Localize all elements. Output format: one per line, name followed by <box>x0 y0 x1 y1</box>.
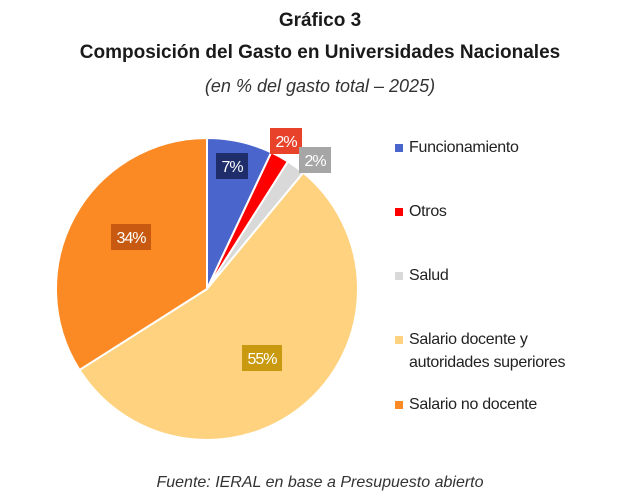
legend-label: Otros <box>409 203 447 220</box>
legend-swatch <box>395 144 403 152</box>
data-label-0: 7% <box>216 153 248 179</box>
legend-swatch <box>395 272 403 280</box>
pie-slice-3 <box>78 171 359 441</box>
chart-note: (en % del gasto total – 2025) <box>204 76 436 96</box>
pie-slice-4 <box>55 136 208 372</box>
svg-text:7%: 7% <box>221 159 243 176</box>
data-label-2: 2% <box>299 147 331 173</box>
legend-label: Salario docente y autoridades superiores <box>409 331 566 371</box>
legend-swatch <box>395 336 403 344</box>
legend-label: Funcionamiento <box>409 139 519 156</box>
data-label-3: 55% <box>242 345 282 371</box>
chart-source: Fuente: IERAL en base a Presupuesto abie… <box>156 474 484 491</box>
svg-text:34%: 34% <box>116 230 146 247</box>
chart-subtitle: Composición del Gasto en Universidades N… <box>79 42 561 63</box>
svg-text:55%: 55% <box>247 351 277 368</box>
legend-label: Salud <box>409 267 449 284</box>
data-label-1: 2% <box>270 128 302 154</box>
chart-title: Gráfico 3 <box>278 10 362 31</box>
legend-label: Salario no docente <box>409 396 538 413</box>
svg-text:2%: 2% <box>275 134 297 151</box>
legend-swatch <box>395 401 403 409</box>
data-label-4: 34% <box>111 224 151 250</box>
svg-text:2%: 2% <box>304 153 326 170</box>
legend-swatch <box>395 208 403 216</box>
